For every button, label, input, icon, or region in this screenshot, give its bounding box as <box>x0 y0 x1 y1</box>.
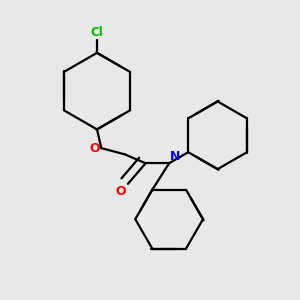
Text: N: N <box>170 150 180 163</box>
Text: O: O <box>89 142 100 155</box>
Text: O: O <box>116 185 126 198</box>
Text: Cl: Cl <box>91 26 103 39</box>
